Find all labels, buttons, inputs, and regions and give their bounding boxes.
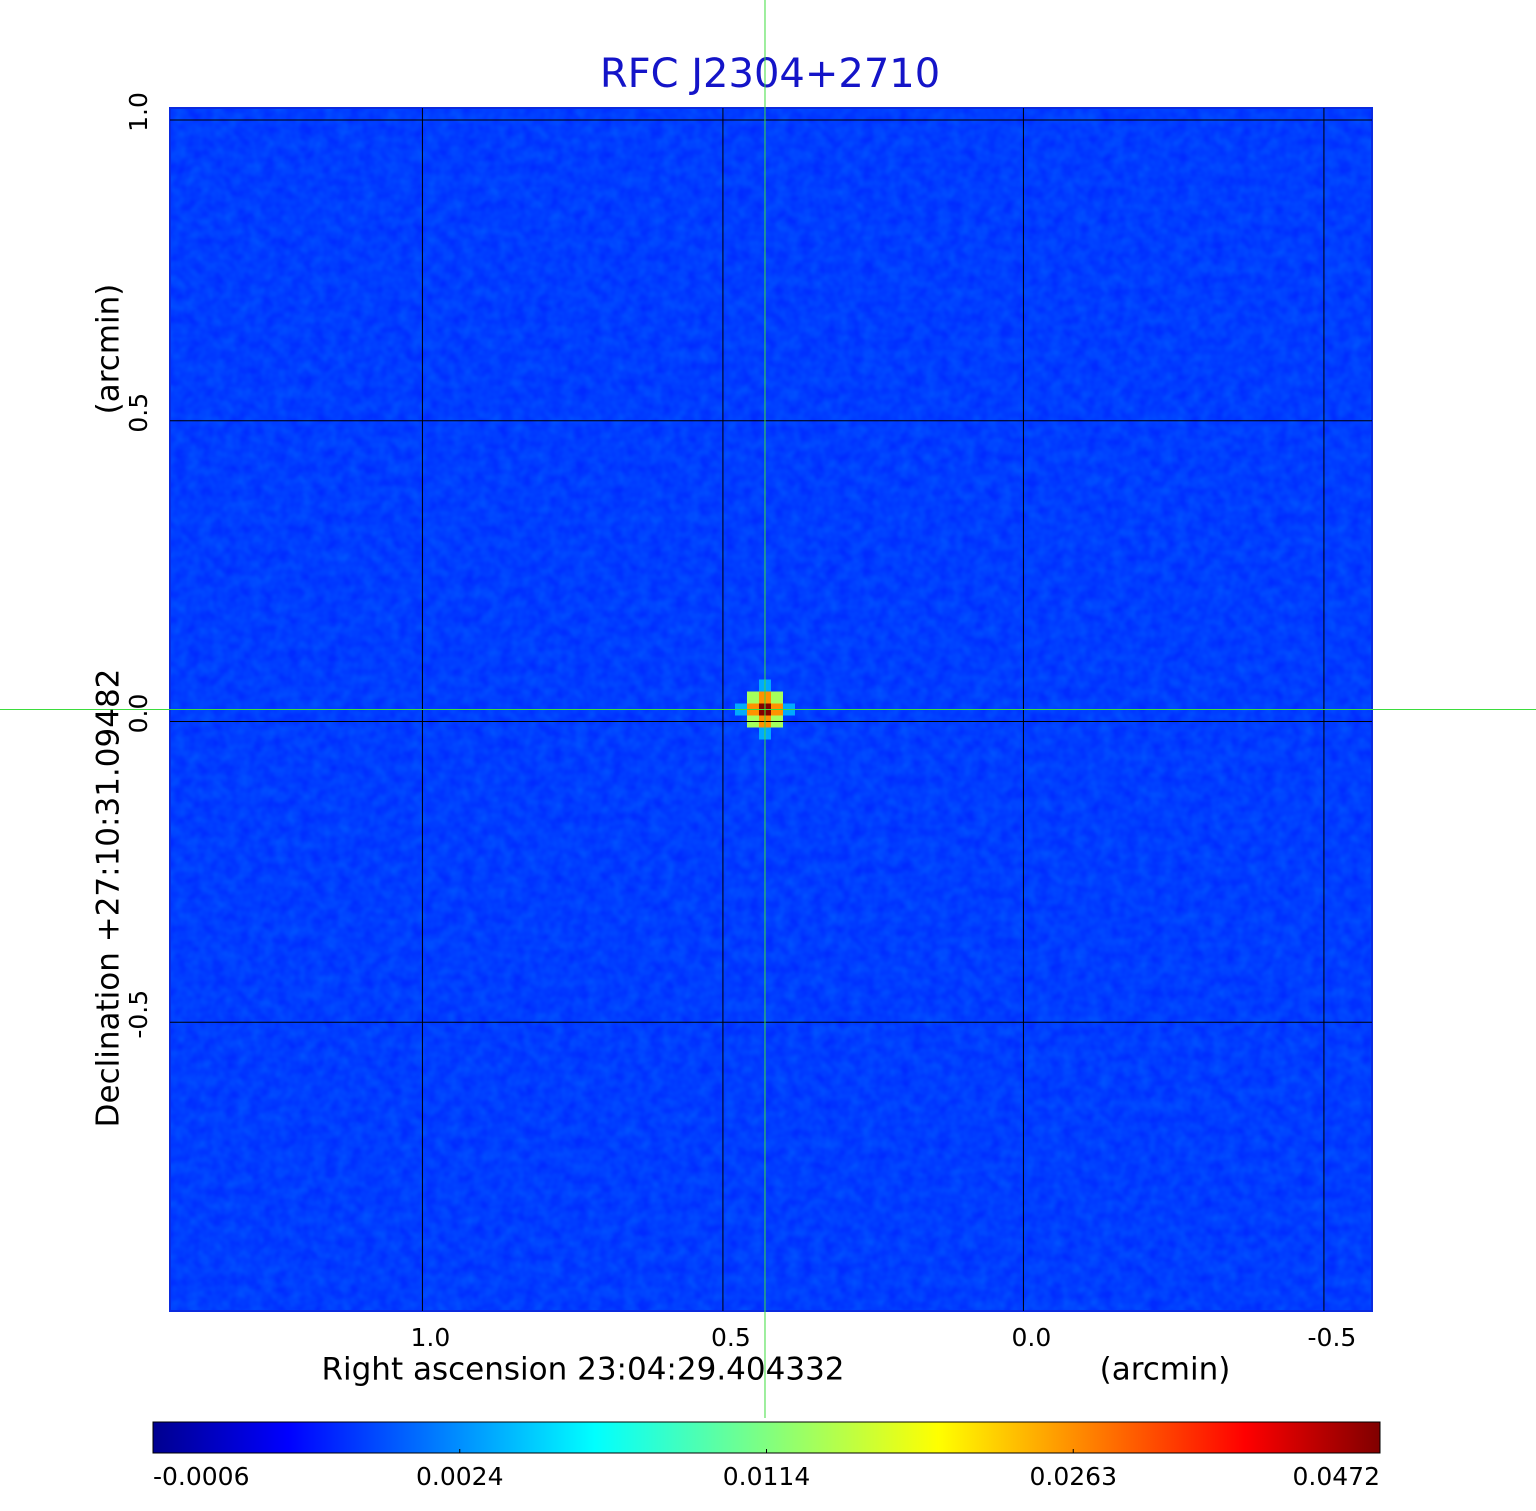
y-tick-label: 1.0 <box>124 92 153 132</box>
colorbar-tick-label: 0.0263 <box>1030 1462 1117 1491</box>
x-tick-label: 0.0 <box>1012 1323 1052 1352</box>
x-tick-label: -0.5 <box>1308 1323 1357 1352</box>
x-tick-label: 1.0 <box>411 1323 451 1352</box>
x-axis-label: Right ascension 23:04:29.404332 <box>321 1352 844 1388</box>
source-halo <box>770 691 783 704</box>
x-axis-unit: (arcmin) <box>1100 1352 1231 1388</box>
colorbar-tick-label: 0.0472 <box>1293 1462 1380 1491</box>
chart-title: RFC J2304+2710 <box>600 51 940 97</box>
y-tick-label: 0.0 <box>124 694 153 734</box>
y-tick-label: -0.5 <box>124 990 153 1039</box>
colorbar-tick-label: 0.0114 <box>723 1462 810 1491</box>
x-tick-label: 0.5 <box>711 1323 751 1352</box>
colorbar <box>152 1421 1381 1454</box>
y-axis-unit: (arcmin) <box>91 284 127 415</box>
y-tick-label: 0.5 <box>124 393 153 433</box>
colorbar-tick-label: 0.0024 <box>416 1462 503 1491</box>
y-axis-label: Declination +27:10:31.09482 <box>91 669 127 1128</box>
colorbar-tick-label: -0.0006 <box>153 1462 250 1491</box>
source-halo <box>746 691 759 704</box>
